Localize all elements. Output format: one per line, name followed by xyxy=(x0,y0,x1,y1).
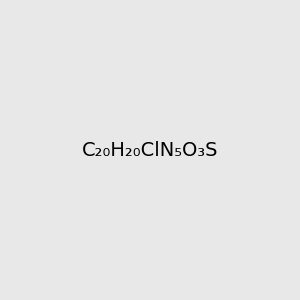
Text: C₂₀H₂₀ClN₅O₃S: C₂₀H₂₀ClN₅O₃S xyxy=(82,140,218,160)
